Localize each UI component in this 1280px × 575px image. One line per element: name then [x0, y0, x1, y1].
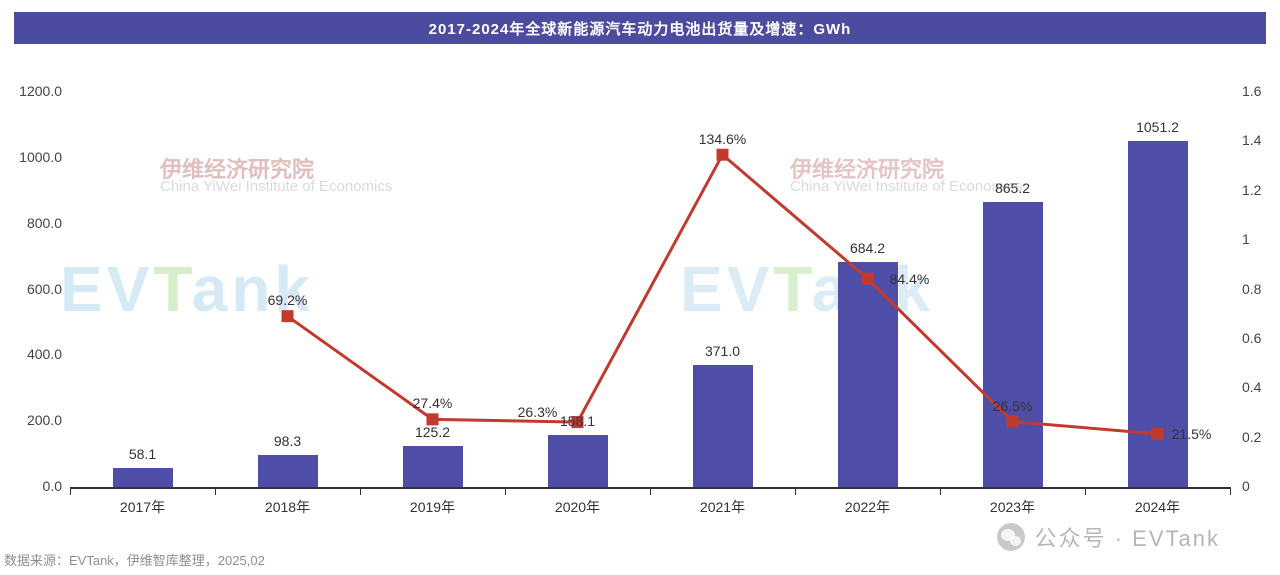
- line-value-label: 26.3%: [518, 404, 558, 420]
- line-value-label: 69.2%: [268, 292, 308, 308]
- y-left-tick-label: 0.0: [43, 478, 62, 494]
- plot-area: [70, 92, 1230, 487]
- bar-value-label: 865.2: [995, 180, 1030, 196]
- x-tick: [650, 487, 651, 495]
- bar: [548, 435, 608, 487]
- bar: [983, 202, 1043, 487]
- bar-value-label: 98.3: [274, 433, 301, 449]
- bar-value-label: 158.1: [560, 413, 595, 429]
- y-right-tick-label: 1.6: [1242, 83, 1261, 99]
- line-value-label: 26.5%: [993, 398, 1033, 414]
- x-tick: [1085, 487, 1086, 495]
- y-left-tick-label: 400.0: [27, 346, 62, 362]
- x-tick: [360, 487, 361, 495]
- y-left-tick-label: 1200.0: [19, 83, 62, 99]
- chart-title-bar: 2017-2024年全球新能源汽车动力电池出货量及增速：GWh: [14, 12, 1266, 44]
- x-tick: [70, 487, 71, 495]
- y-right-tick-label: 0: [1242, 478, 1250, 494]
- bar: [113, 468, 173, 487]
- y-right-tick-label: 1.2: [1242, 182, 1261, 198]
- wechat-text: 公众号 · EVTank: [1035, 521, 1220, 553]
- x-category-label: 2018年: [265, 497, 310, 517]
- bar-value-label: 684.2: [850, 240, 885, 256]
- x-tick: [940, 487, 941, 495]
- x-category-label: 2022年: [845, 497, 890, 517]
- x-category-label: 2023年: [990, 497, 1035, 517]
- x-tick: [215, 487, 216, 495]
- x-tick: [1230, 487, 1231, 495]
- bar: [258, 455, 318, 487]
- y-left-tick-label: 1000.0: [19, 149, 62, 165]
- y-right-tick-label: 0.4: [1242, 379, 1261, 395]
- x-category-label: 2020年: [555, 497, 600, 517]
- x-category-label: 2017年: [120, 497, 165, 517]
- line-value-label: 134.6%: [699, 131, 746, 147]
- y-right-tick-label: 1: [1242, 231, 1250, 247]
- y-right-tick-label: 0.8: [1242, 281, 1261, 297]
- x-category-label: 2021年: [700, 497, 745, 517]
- data-source: 数据来源：EVTank，伊维智库整理，2025,02: [4, 550, 265, 569]
- bar-value-label: 371.0: [705, 343, 740, 359]
- line-value-label: 27.4%: [413, 395, 453, 411]
- bar: [403, 446, 463, 487]
- growth-line: [70, 92, 1230, 487]
- bar-value-label: 58.1: [129, 446, 156, 462]
- bar-value-label: 125.2: [415, 424, 450, 440]
- x-category-label: 2019年: [410, 497, 455, 517]
- bar-value-label: 1051.2: [1136, 119, 1179, 135]
- y-left-tick-label: 600.0: [27, 281, 62, 297]
- bar: [693, 365, 753, 487]
- bar: [838, 262, 898, 487]
- line-value-label: 84.4%: [890, 271, 930, 287]
- y-left-tick-label: 800.0: [27, 215, 62, 231]
- wechat-icon: [997, 523, 1025, 551]
- x-category-label: 2024年: [1135, 497, 1180, 517]
- wechat-attribution: 公众号 · EVTank: [997, 521, 1220, 553]
- y-right-tick-label: 0.2: [1242, 429, 1261, 445]
- y-right-tick-label: 1.4: [1242, 132, 1261, 148]
- line-value-label: 21.5%: [1172, 426, 1212, 442]
- y-left-tick-label: 200.0: [27, 412, 62, 428]
- x-tick: [795, 487, 796, 495]
- y-right-tick-label: 0.6: [1242, 330, 1261, 346]
- chart-title: 2017-2024年全球新能源汽车动力电池出货量及增速：GWh: [429, 18, 852, 39]
- x-tick: [505, 487, 506, 495]
